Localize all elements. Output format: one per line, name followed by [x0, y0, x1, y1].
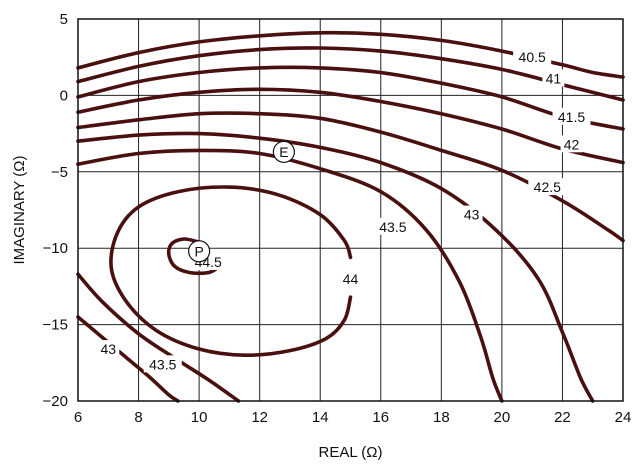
contour-label-bg — [528, 178, 567, 196]
y-tick-label: −5 — [51, 164, 68, 181]
contour-line — [76, 111, 625, 243]
contour-label: 42.5 — [534, 179, 561, 195]
contour-label: 43.5 — [379, 219, 406, 235]
y-tick-label: 5 — [60, 11, 68, 28]
x-tick-label: 10 — [191, 409, 208, 426]
x-tick-label: 18 — [433, 409, 450, 426]
contour-line — [76, 272, 241, 403]
contour-label-bg — [339, 269, 362, 287]
x-tick-label: 14 — [312, 409, 329, 426]
y-tick-label: −15 — [43, 317, 68, 334]
x-tick-label: 24 — [615, 409, 632, 426]
x-tick-label: 20 — [494, 409, 511, 426]
marker-label: E — [279, 144, 288, 160]
y-tick-label: −20 — [43, 393, 68, 410]
point-markers: EP — [188, 140, 295, 263]
contour-label: 41.5 — [558, 109, 585, 125]
contour-line — [76, 30, 625, 79]
contour-label-bg — [542, 69, 565, 87]
y-axis-title: IMAGINARY (Ω) — [11, 155, 28, 264]
marker-label: P — [194, 243, 203, 259]
contour-label-bg — [552, 107, 591, 125]
x-tick-label: 22 — [554, 409, 571, 426]
contour-line — [76, 315, 180, 403]
marker-circle — [188, 240, 211, 263]
contour-line — [76, 131, 595, 403]
tick-labels: 6 8 10 12 14 16 18 20 22 24 5 0 −5 −10 −15 −20 — [43, 11, 632, 426]
contour-label: 41 — [546, 71, 562, 87]
contour-label-bg — [513, 48, 552, 66]
contour-label: 43.5 — [149, 356, 176, 372]
contour-line — [76, 87, 625, 165]
x-tick-label: 8 — [134, 409, 142, 426]
y-tick-label: 0 — [60, 87, 68, 104]
x-tick-label: 12 — [251, 409, 268, 426]
contour-line — [76, 65, 625, 131]
y-tick-label: −10 — [43, 240, 68, 257]
contour-label-bg — [460, 205, 483, 223]
contour-line — [109, 185, 353, 358]
contour-line — [166, 237, 220, 276]
x-axis-title: REAL (Ω) — [319, 444, 383, 461]
contour-label: 43 — [100, 341, 116, 357]
contour-label-bg — [373, 217, 412, 235]
contour-lines — [76, 30, 625, 403]
plot-frame — [77, 18, 624, 402]
contour-label: 44 — [343, 271, 359, 287]
contour-label: 42 — [564, 136, 580, 152]
contour-label-bg — [560, 135, 583, 153]
marker-circle — [272, 140, 295, 164]
contour-line — [76, 46, 625, 102]
x-tick-label: 6 — [74, 409, 82, 426]
x-tick-label: 16 — [372, 409, 389, 426]
contour-line — [76, 148, 504, 403]
contour-label-bg — [143, 355, 182, 373]
contour-label-bg — [97, 340, 120, 358]
contour-label: 43 — [464, 207, 480, 223]
contour-label: 40.5 — [519, 49, 546, 65]
